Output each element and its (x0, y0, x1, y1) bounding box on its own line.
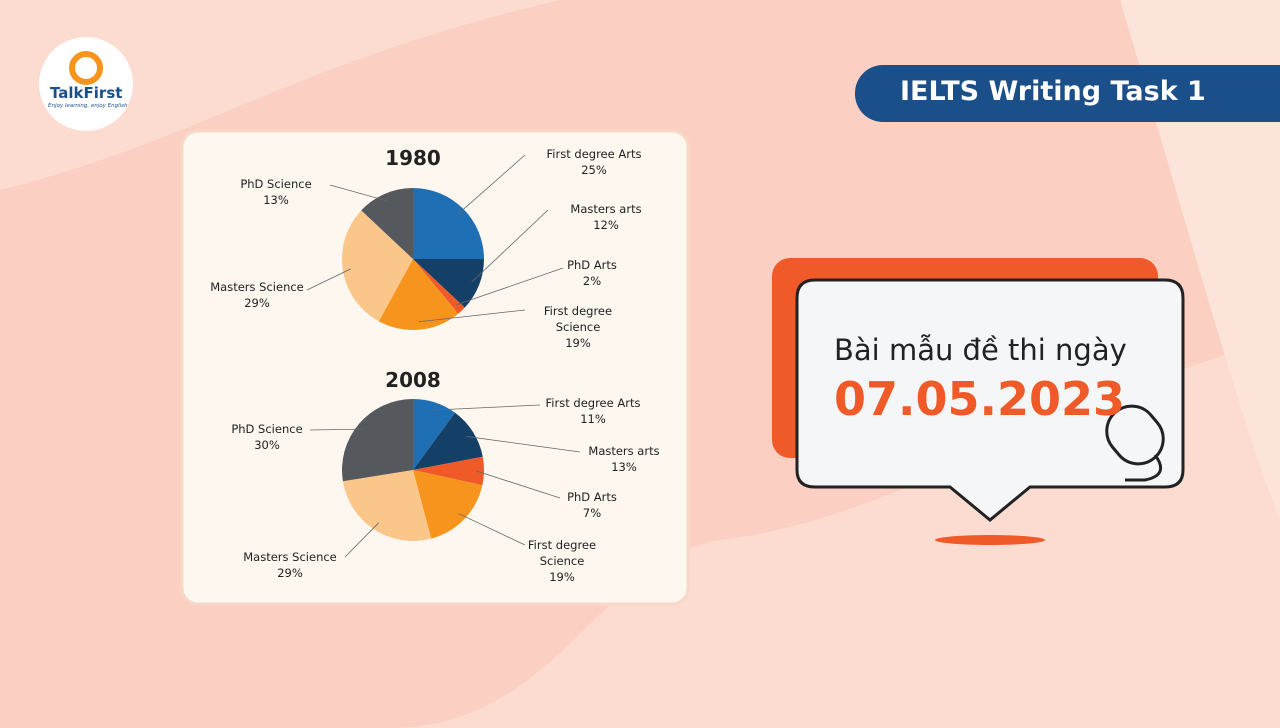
value-label: 13% (611, 460, 637, 474)
leader-line (309, 428, 366, 431)
value-label: 29% (277, 566, 303, 580)
mouse-cable (1125, 454, 1163, 482)
value-label: 11% (580, 412, 606, 426)
slice-label: Masters arts 12% (546, 201, 666, 233)
value-label: 13% (263, 193, 289, 207)
value-label: 19% (565, 336, 591, 350)
logo-slogan: Enjoy learning, enjoy English (48, 103, 128, 109)
category-label: First degree Science (543, 304, 613, 334)
banner-text: IELTS Writing Task 1 (900, 76, 1206, 107)
mouse-icon (1105, 404, 1165, 466)
category-label: Masters arts (588, 444, 660, 458)
logo-icon (69, 51, 103, 85)
slice-label: First degree Science 19% (538, 303, 618, 351)
leader-line (471, 209, 549, 283)
chart-title: 1980 (385, 146, 441, 170)
leader-line (329, 184, 389, 202)
pie-slice (342, 399, 413, 482)
pie-slice (361, 188, 413, 259)
card-line: Bài mẫu đề thi ngày (834, 333, 1127, 367)
leader-line (455, 267, 564, 306)
category-label: PhD Arts (567, 490, 617, 504)
category-label: Masters arts (570, 202, 642, 216)
slice-label: PhD Arts 2% (532, 257, 652, 289)
slice-label: First degree Arts 25% (534, 146, 654, 178)
logo-name: TalkFirst (50, 84, 123, 102)
pie-slice (413, 470, 483, 539)
pie-slice (342, 470, 432, 542)
banner-bg (854, 65, 1280, 123)
category-label: PhD Science (231, 422, 303, 436)
leader-line (457, 154, 526, 215)
category-label: Masters Science (243, 550, 337, 564)
value-label: 30% (254, 438, 280, 452)
pie-slice (413, 399, 456, 470)
pie-slice (413, 188, 484, 259)
value-label: 2% (582, 274, 602, 288)
speech-bubble (795, 278, 1185, 522)
leader-line (432, 404, 541, 411)
pie-slice (413, 259, 465, 314)
slice-label: First degree Arts 11% (533, 395, 653, 427)
leader-line (458, 513, 526, 546)
category-label: First degree Science (527, 538, 597, 568)
pie-slice (413, 259, 484, 308)
slice-label: PhD Science 30% (207, 421, 327, 453)
chart-title: 2008 (385, 368, 441, 392)
value-label: 19% (549, 570, 575, 584)
leader-line (466, 436, 581, 453)
pie-slice (413, 412, 483, 470)
slice-label: Masters Science 29% (197, 279, 317, 311)
category-label: First degree Arts (545, 396, 641, 410)
pie-slice (413, 456, 485, 486)
pie-slice (378, 259, 459, 330)
leader-line (418, 309, 526, 323)
slice-label: PhD Science 13% (216, 176, 336, 208)
card-date: 07.05.2023 (834, 372, 1126, 426)
slice-label: Masters arts 13% (564, 443, 684, 475)
value-label: 7% (582, 506, 602, 520)
bubble-shadow (935, 535, 1045, 545)
category-label: First degree Arts (546, 147, 642, 161)
blob (1120, 0, 1280, 520)
slice-label: First degree Science 19% (522, 537, 602, 585)
value-label: 25% (581, 163, 607, 177)
category-label: PhD Arts (567, 258, 617, 272)
value-label: 12% (593, 218, 619, 232)
category-label: PhD Science (240, 177, 312, 191)
pie-slice (342, 210, 413, 322)
slice-label: Masters Science 29% (230, 549, 350, 581)
leader-line (475, 470, 561, 499)
leader-line (344, 522, 379, 558)
leader-line (306, 268, 351, 291)
value-label: 29% (244, 296, 270, 310)
chart-panel (180, 129, 690, 606)
slice-label: PhD Arts 7% (532, 489, 652, 521)
category-label: Masters Science (210, 280, 304, 294)
